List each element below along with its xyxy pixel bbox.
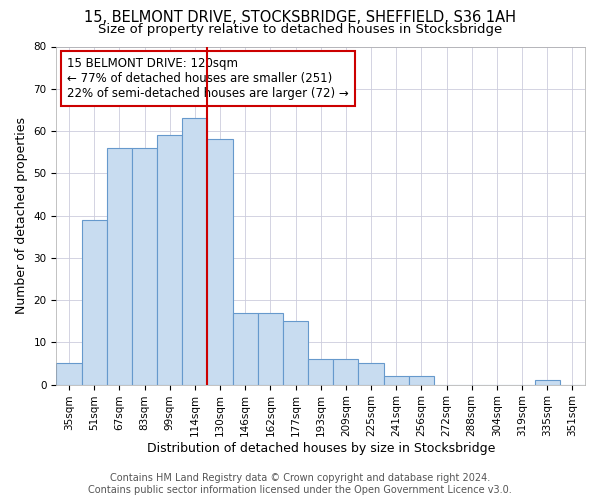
- Y-axis label: Number of detached properties: Number of detached properties: [15, 117, 28, 314]
- Bar: [258, 313, 283, 384]
- Bar: [409, 376, 434, 384]
- Bar: [56, 364, 82, 384]
- Text: Contains HM Land Registry data © Crown copyright and database right 2024.
Contai: Contains HM Land Registry data © Crown c…: [88, 474, 512, 495]
- Bar: [107, 148, 132, 384]
- Bar: [233, 313, 258, 384]
- Text: Size of property relative to detached houses in Stocksbridge: Size of property relative to detached ho…: [98, 22, 502, 36]
- X-axis label: Distribution of detached houses by size in Stocksbridge: Distribution of detached houses by size …: [146, 442, 495, 455]
- Bar: [132, 148, 157, 384]
- Bar: [333, 359, 358, 384]
- Text: 15, BELMONT DRIVE, STOCKSBRIDGE, SHEFFIELD, S36 1AH: 15, BELMONT DRIVE, STOCKSBRIDGE, SHEFFIE…: [84, 10, 516, 25]
- Bar: [283, 321, 308, 384]
- Bar: [308, 359, 333, 384]
- Bar: [157, 136, 182, 384]
- Bar: [358, 364, 383, 384]
- Bar: [82, 220, 107, 384]
- Text: 15 BELMONT DRIVE: 120sqm
← 77% of detached houses are smaller (251)
22% of semi-: 15 BELMONT DRIVE: 120sqm ← 77% of detach…: [67, 56, 349, 100]
- Bar: [208, 140, 233, 384]
- Bar: [535, 380, 560, 384]
- Bar: [182, 118, 208, 384]
- Bar: [383, 376, 409, 384]
